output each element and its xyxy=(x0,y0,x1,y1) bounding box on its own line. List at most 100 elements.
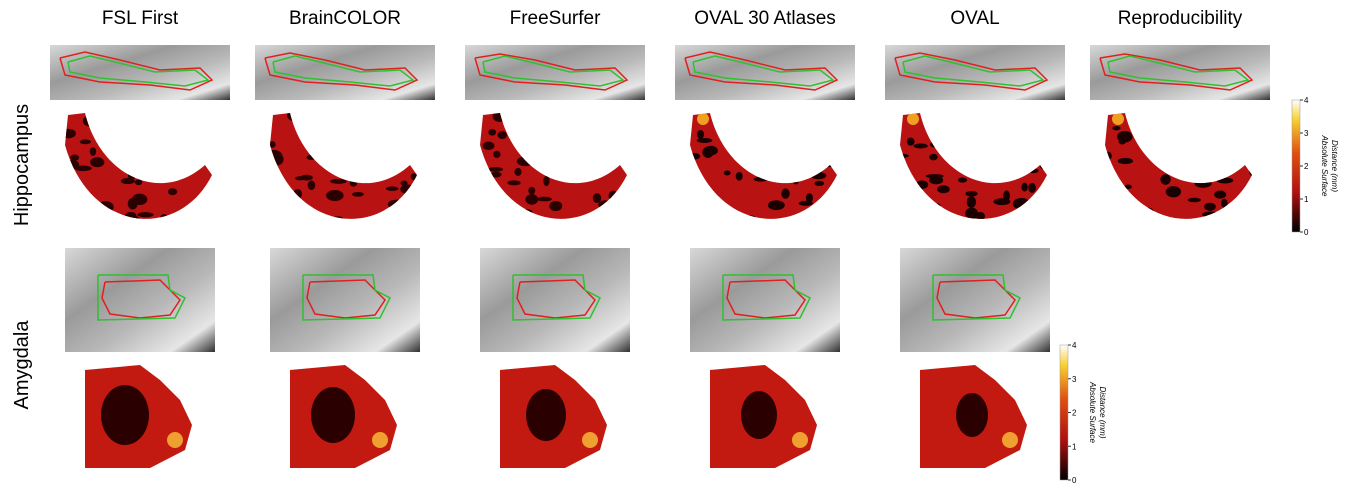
heat-map xyxy=(264,109,419,234)
spot xyxy=(929,154,937,161)
spot xyxy=(287,109,303,121)
mri-image xyxy=(270,248,420,352)
spot xyxy=(811,225,822,233)
spot xyxy=(387,162,394,168)
spot xyxy=(360,154,370,166)
spot xyxy=(65,160,79,169)
spot xyxy=(90,157,104,167)
spot xyxy=(829,202,836,209)
spot xyxy=(1199,112,1211,119)
spot xyxy=(533,139,543,150)
spot xyxy=(149,162,156,174)
spot xyxy=(159,130,172,138)
spot xyxy=(345,146,355,152)
mri-image xyxy=(900,248,1050,352)
spot xyxy=(352,127,366,137)
spot xyxy=(945,218,960,224)
spot xyxy=(958,177,967,182)
spot xyxy=(281,200,297,204)
colorbar-tick-label: 4 xyxy=(1072,341,1077,350)
spot xyxy=(549,201,562,211)
spot xyxy=(934,117,949,125)
heat-map xyxy=(500,365,607,468)
spot xyxy=(478,207,496,212)
spot xyxy=(160,214,169,225)
spot xyxy=(530,142,539,147)
spot xyxy=(700,211,716,221)
spot xyxy=(493,111,508,122)
spot xyxy=(1240,150,1254,158)
spot xyxy=(964,139,973,146)
spot xyxy=(327,120,345,128)
hot-spot xyxy=(697,113,709,125)
spot xyxy=(1243,122,1255,133)
spot xyxy=(1119,138,1126,144)
spot xyxy=(956,111,969,122)
spot xyxy=(754,177,768,182)
spot xyxy=(1238,202,1246,208)
spot xyxy=(359,124,366,130)
spot xyxy=(990,129,996,135)
spot xyxy=(736,172,743,181)
spot xyxy=(614,147,631,156)
spot xyxy=(797,221,803,232)
colorbar xyxy=(1060,345,1068,480)
spot xyxy=(491,172,502,178)
colorbar-tick-label: 3 xyxy=(1072,375,1077,384)
spot xyxy=(1028,183,1036,193)
spot xyxy=(907,138,915,146)
heat-map xyxy=(687,111,844,235)
colorbar-label: Absolute Surface xyxy=(1088,381,1097,443)
spot xyxy=(1188,198,1201,203)
spot xyxy=(507,180,520,185)
hot-spot xyxy=(792,432,808,448)
spot xyxy=(796,129,804,140)
spot xyxy=(937,185,950,193)
spot xyxy=(360,157,375,167)
colorbar-label: Absolute Surface xyxy=(1320,135,1329,197)
spot xyxy=(933,203,940,207)
spot xyxy=(203,150,214,158)
spot xyxy=(704,146,718,156)
spot xyxy=(264,171,276,175)
spot xyxy=(411,173,417,180)
dark-core xyxy=(741,391,777,439)
colorbar-tick-label: 0 xyxy=(1072,476,1077,485)
spot xyxy=(1160,174,1170,185)
spot xyxy=(306,155,316,160)
column-header: Reproducibility xyxy=(1118,8,1243,29)
spot xyxy=(786,111,794,120)
spot xyxy=(967,196,976,208)
spot xyxy=(1184,132,1199,143)
column-header: BrainCOLOR xyxy=(289,8,401,29)
mri-image xyxy=(465,45,645,100)
mri-image xyxy=(255,45,435,100)
spot xyxy=(542,142,557,148)
colorbar-tick-label: 1 xyxy=(1304,195,1309,204)
spot xyxy=(293,189,302,199)
spot xyxy=(102,226,108,233)
spot xyxy=(332,216,343,221)
spot xyxy=(477,178,491,188)
spot xyxy=(1013,198,1030,210)
hot-spot xyxy=(294,113,306,125)
spot xyxy=(525,194,538,205)
spot xyxy=(965,191,977,196)
spot xyxy=(499,206,512,215)
spot xyxy=(1021,183,1027,192)
colorbar-tick-label: 0 xyxy=(1304,228,1309,237)
mri-image xyxy=(480,248,630,352)
spot xyxy=(586,149,592,157)
spot xyxy=(1020,217,1036,227)
spot xyxy=(697,138,713,143)
spot xyxy=(598,200,612,209)
spot xyxy=(792,174,799,184)
spot xyxy=(1129,222,1142,232)
spot xyxy=(618,112,628,119)
spot xyxy=(1138,134,1154,140)
spot xyxy=(386,187,398,191)
colorbar-tick-label: 1 xyxy=(1072,442,1077,451)
crescent xyxy=(690,113,837,219)
spot xyxy=(734,125,748,130)
spot xyxy=(1138,207,1154,215)
